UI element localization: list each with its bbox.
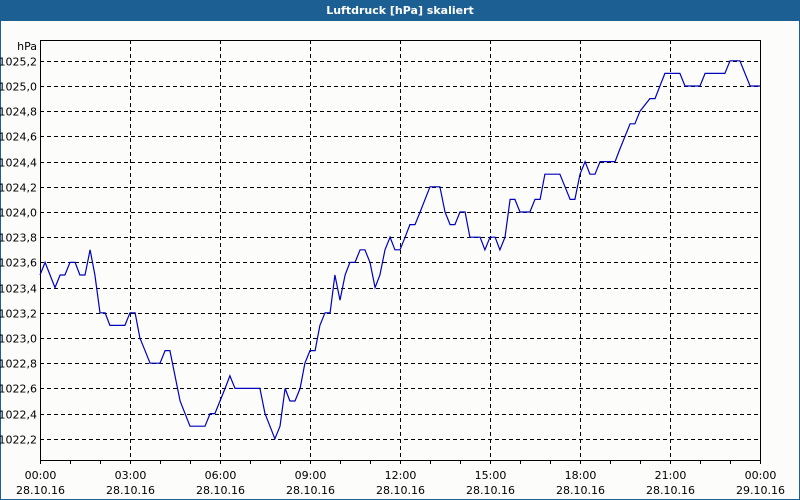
x-tick-time: 00:00 xyxy=(745,469,777,482)
y-tick-label: 1022,4 xyxy=(0,409,37,422)
x-tick-date: 28.10.16 xyxy=(196,484,245,497)
x-tick-date: 28.10.16 xyxy=(16,484,65,497)
y-tick-label: 1022,2 xyxy=(0,434,37,447)
grid-lines xyxy=(40,40,760,460)
window-title: Luftdruck [hPa] skaliert xyxy=(1,1,799,21)
y-tick-label: 1024,2 xyxy=(0,182,37,195)
y-tick-label: 1025,0 xyxy=(0,81,37,94)
x-tick-time: 15:00 xyxy=(475,469,507,482)
y-tick-label: 1022,6 xyxy=(0,383,37,396)
y-axis-unit-label: hPa xyxy=(17,40,37,53)
x-axis-ticks: 00:00 28.10.16 03:00 28.10.16 06:00 28.10.16 0… xyxy=(16,460,785,497)
y-tick-label: 1024,0 xyxy=(0,207,37,220)
x-tick-date: 29.10.16 xyxy=(736,484,785,497)
y-tick-label: 1023,2 xyxy=(0,308,37,321)
y-tick-label: 1024,4 xyxy=(0,157,37,170)
y-tick-label: 1023,0 xyxy=(0,333,37,346)
x-tick-time: 18:00 xyxy=(565,469,597,482)
x-tick-date: 28.10.16 xyxy=(286,484,335,497)
x-tick-time: 03:00 xyxy=(115,469,147,482)
x-tick-date: 28.10.16 xyxy=(646,484,695,497)
x-tick-time: 21:00 xyxy=(655,469,687,482)
y-tick-label: 1022,8 xyxy=(0,358,37,371)
pressure-data-line xyxy=(39,60,760,441)
x-tick-time: 00:00 xyxy=(25,469,57,482)
x-tick-date: 28.10.16 xyxy=(466,484,515,497)
y-tick-label: 1023,8 xyxy=(0,232,37,245)
x-tick-time: 12:00 xyxy=(385,469,417,482)
x-tick-time: 09:00 xyxy=(295,469,327,482)
y-tick-label: 1023,4 xyxy=(0,283,37,296)
x-tick-date: 28.10.16 xyxy=(106,484,155,497)
y-tick-label: 1024,8 xyxy=(0,106,37,119)
y-tick-label: 1024,6 xyxy=(0,131,37,144)
y-axis-ticks: 1022,2 1022,4 1022,6 1022,8 1023,0 1023,2 1023… xyxy=(0,56,37,447)
x-tick-date: 28.10.16 xyxy=(376,484,425,497)
x-tick-date: 28.10.16 xyxy=(556,484,605,497)
y-tick-label: 1025,2 xyxy=(0,56,37,69)
x-tick-time: 06:00 xyxy=(205,469,237,482)
y-tick-label: 1023,6 xyxy=(0,257,37,270)
